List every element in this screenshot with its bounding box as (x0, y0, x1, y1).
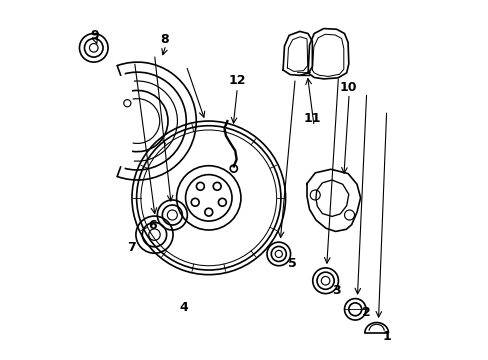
Text: 12: 12 (228, 74, 245, 87)
Text: 2: 2 (361, 306, 369, 319)
Text: 9: 9 (91, 29, 99, 42)
Text: 11: 11 (303, 112, 321, 125)
Text: 6: 6 (148, 219, 156, 232)
Text: 7: 7 (126, 240, 135, 254)
Text: 8: 8 (160, 33, 168, 46)
Polygon shape (306, 169, 360, 231)
Text: 5: 5 (288, 257, 297, 270)
Text: 10: 10 (339, 81, 357, 94)
Text: 1: 1 (382, 330, 390, 343)
Text: 3: 3 (332, 284, 340, 297)
Polygon shape (307, 28, 348, 79)
Polygon shape (283, 31, 312, 75)
Text: 4: 4 (179, 301, 188, 314)
